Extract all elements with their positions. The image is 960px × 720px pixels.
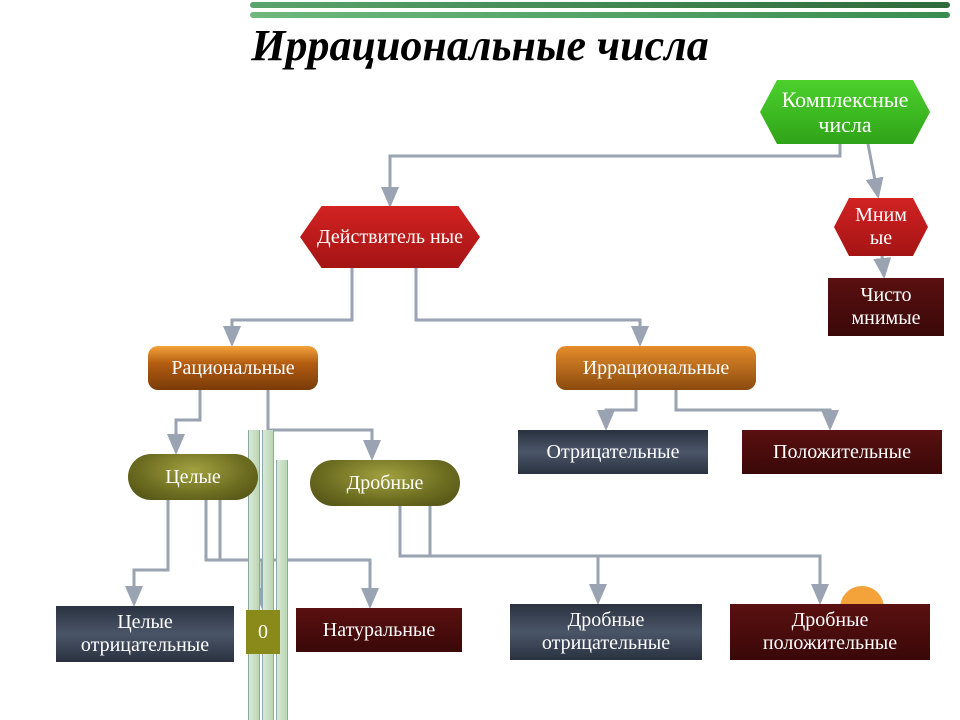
node-irrational-negative: Отрицательные (518, 430, 708, 474)
node-fractions-positive: Дробные положительные (730, 604, 930, 660)
decor-ruler-2 (262, 430, 274, 720)
node-fractions: Дробные (310, 460, 460, 506)
node-rational: Рациональные (148, 346, 318, 390)
node-complex: Комплексные числа (760, 80, 930, 144)
node-imaginary: Мним ые (834, 198, 928, 256)
decor-ruler-3 (276, 460, 288, 720)
node-real: Действитель ные (300, 206, 480, 268)
node-irrational: Иррациональные (556, 346, 756, 390)
page-title: Иррациональные числа (0, 20, 960, 71)
node-pure-imaginary: Чисто мнимые (828, 278, 944, 336)
node-integers-negative: Целые отрицательные (56, 606, 234, 662)
page-title-text: Иррациональные числа (251, 21, 708, 70)
node-integers: Целые (128, 454, 258, 500)
node-irrational-positive: Положительные (742, 430, 942, 474)
node-zero: 0 (246, 610, 280, 654)
node-naturals: Натуральные (296, 608, 462, 652)
node-fractions-negative: Дробные отрицательные (510, 604, 702, 660)
decor-bar-1 (250, 2, 950, 8)
decor-bar-2 (250, 12, 950, 18)
